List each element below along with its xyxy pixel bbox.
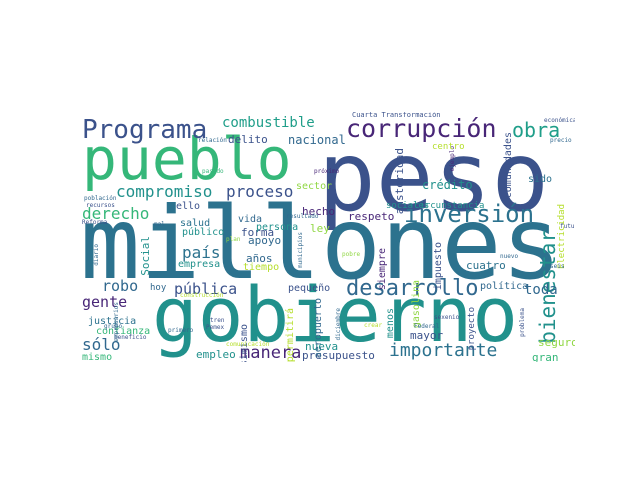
- cloud-word: justicia: [88, 316, 137, 327]
- cloud-word: impuesto: [433, 242, 444, 291]
- cloud-word: hecho: [302, 205, 336, 218]
- cloud-word: gobierno: [152, 270, 519, 359]
- cloud-word: proceso: [226, 182, 294, 201]
- cloud-word: compromiso: [116, 182, 213, 201]
- cloud-word: seguro: [538, 336, 575, 349]
- cloud-word: gran: [532, 351, 559, 362]
- cloud-word: tiempo: [243, 262, 280, 273]
- cloud-word: mayor: [410, 329, 444, 342]
- cloud-word: sociales: [386, 201, 430, 211]
- cloud-word: toda: [524, 282, 558, 298]
- cloud-word: gasolina: [411, 280, 422, 329]
- cloud-word: peso: [318, 121, 550, 233]
- cloud-word: Cuarta Transformación: [352, 112, 441, 119]
- cloud-word: recursos: [86, 202, 115, 209]
- cloud-word: Electricidad: [557, 204, 567, 270]
- cloud-word: beneficio: [114, 334, 147, 341]
- cloud-word: mismo: [82, 352, 113, 363]
- cloud-word: cuatro: [466, 259, 506, 272]
- cloud-word: desarrollo: [346, 276, 479, 301]
- cloud-word: circunstancia: [414, 201, 485, 211]
- cloud-word: años: [246, 252, 273, 265]
- cloud-word: futuro: [560, 223, 575, 230]
- cloud-word: robo: [102, 277, 139, 295]
- cloud-word: empleo: [196, 348, 236, 361]
- cloud-word: tren: [210, 317, 225, 324]
- cloud-word: sector: [296, 181, 333, 192]
- cloud-word: persona: [256, 222, 299, 233]
- cloud-word: Federal: [414, 323, 440, 330]
- cloud-word: vida: [238, 214, 263, 225]
- cloud-word: proyecto: [467, 307, 477, 351]
- cloud-word: económica: [544, 117, 575, 124]
- cloud-word: centro: [432, 142, 465, 152]
- cloud-word: delito: [228, 133, 268, 146]
- cloud-word: hoy: [150, 283, 167, 293]
- cloud-word: empresarios: [113, 302, 120, 342]
- cloud-word: millones: [80, 185, 562, 302]
- cloud-word: país: [182, 243, 221, 262]
- cloud-word: Social: [139, 236, 152, 276]
- cloud-word: corrupción: [346, 114, 497, 143]
- cloud-word: comunicación: [226, 341, 270, 348]
- cloud-word: crear: [364, 322, 383, 329]
- cloud-word: empresa: [178, 259, 221, 270]
- cloud-word: gente: [82, 293, 128, 311]
- cloud-word: sexenio: [434, 314, 460, 321]
- cloud-word: confianza: [96, 326, 151, 337]
- cloud-word: municipios: [297, 232, 304, 269]
- cloud-word: problema: [519, 308, 526, 337]
- cloud-word: inversión: [404, 200, 535, 228]
- cloud-word: salud: [180, 218, 211, 229]
- cloud-word: Pemex: [206, 324, 225, 331]
- cloud-word: diciembre: [335, 308, 342, 341]
- cloud-word: seis: [550, 263, 565, 270]
- cloud-word: menos: [385, 308, 396, 339]
- cloud-word: grupo: [104, 323, 123, 330]
- cloud-word: relación: [198, 137, 227, 144]
- cloud-word: apoyo: [248, 234, 282, 247]
- cloud-word: respeto: [348, 210, 395, 223]
- cloud-word: nacional: [288, 133, 346, 147]
- cloud-word: presupuesto: [302, 349, 375, 362]
- cloud-word: forma: [241, 226, 275, 239]
- cloud-word: permitirá: [285, 308, 296, 362]
- cloud-word: aeropuerto: [313, 298, 324, 359]
- cloud-word: pueblo: [82, 125, 292, 193]
- cloud-word: derecho: [82, 204, 150, 223]
- cloud-word: primero: [168, 327, 194, 334]
- cloud-word: importante: [389, 340, 498, 361]
- cloud-word: siempre: [377, 248, 388, 291]
- cloud-word: población: [84, 195, 117, 202]
- cloud-word: pequeño: [288, 283, 331, 294]
- cloud-word: sido: [528, 174, 553, 185]
- cloud-word: próximo: [314, 168, 340, 175]
- cloud-word: precio: [550, 137, 572, 144]
- cloud-word: obra: [512, 118, 561, 142]
- cloud-word: pública: [174, 280, 238, 298]
- cloud-word: pobre: [342, 251, 361, 258]
- cloud-word: sólo: [82, 335, 121, 354]
- cloud-word: Programa: [82, 115, 208, 145]
- cloud-word: Reforma: [82, 219, 108, 226]
- cloud-word: ello: [176, 201, 201, 212]
- word-cloud: peso millones gobierno pueblo Programa corrup…: [80, 112, 575, 362]
- cloud-word: construcción: [180, 292, 224, 299]
- cloud-word: diario: [93, 244, 100, 266]
- cloud-word: resultado: [286, 213, 319, 220]
- cloud-word: nuevo: [500, 253, 519, 260]
- cloud-word: ley: [310, 222, 330, 235]
- cloud-word: mal: [154, 221, 165, 228]
- cloud-word: pasado: [202, 168, 224, 175]
- cloud-word: nueva: [305, 340, 339, 353]
- cloud-word: política: [480, 281, 529, 292]
- cloud-word: combustible: [222, 115, 315, 131]
- cloud-word: comunidades: [503, 132, 514, 199]
- cloud-word: plan: [226, 236, 241, 243]
- cloud-word: manera: [240, 343, 302, 362]
- cloud-word: crédito: [422, 178, 473, 192]
- cloud-word: público: [182, 227, 225, 238]
